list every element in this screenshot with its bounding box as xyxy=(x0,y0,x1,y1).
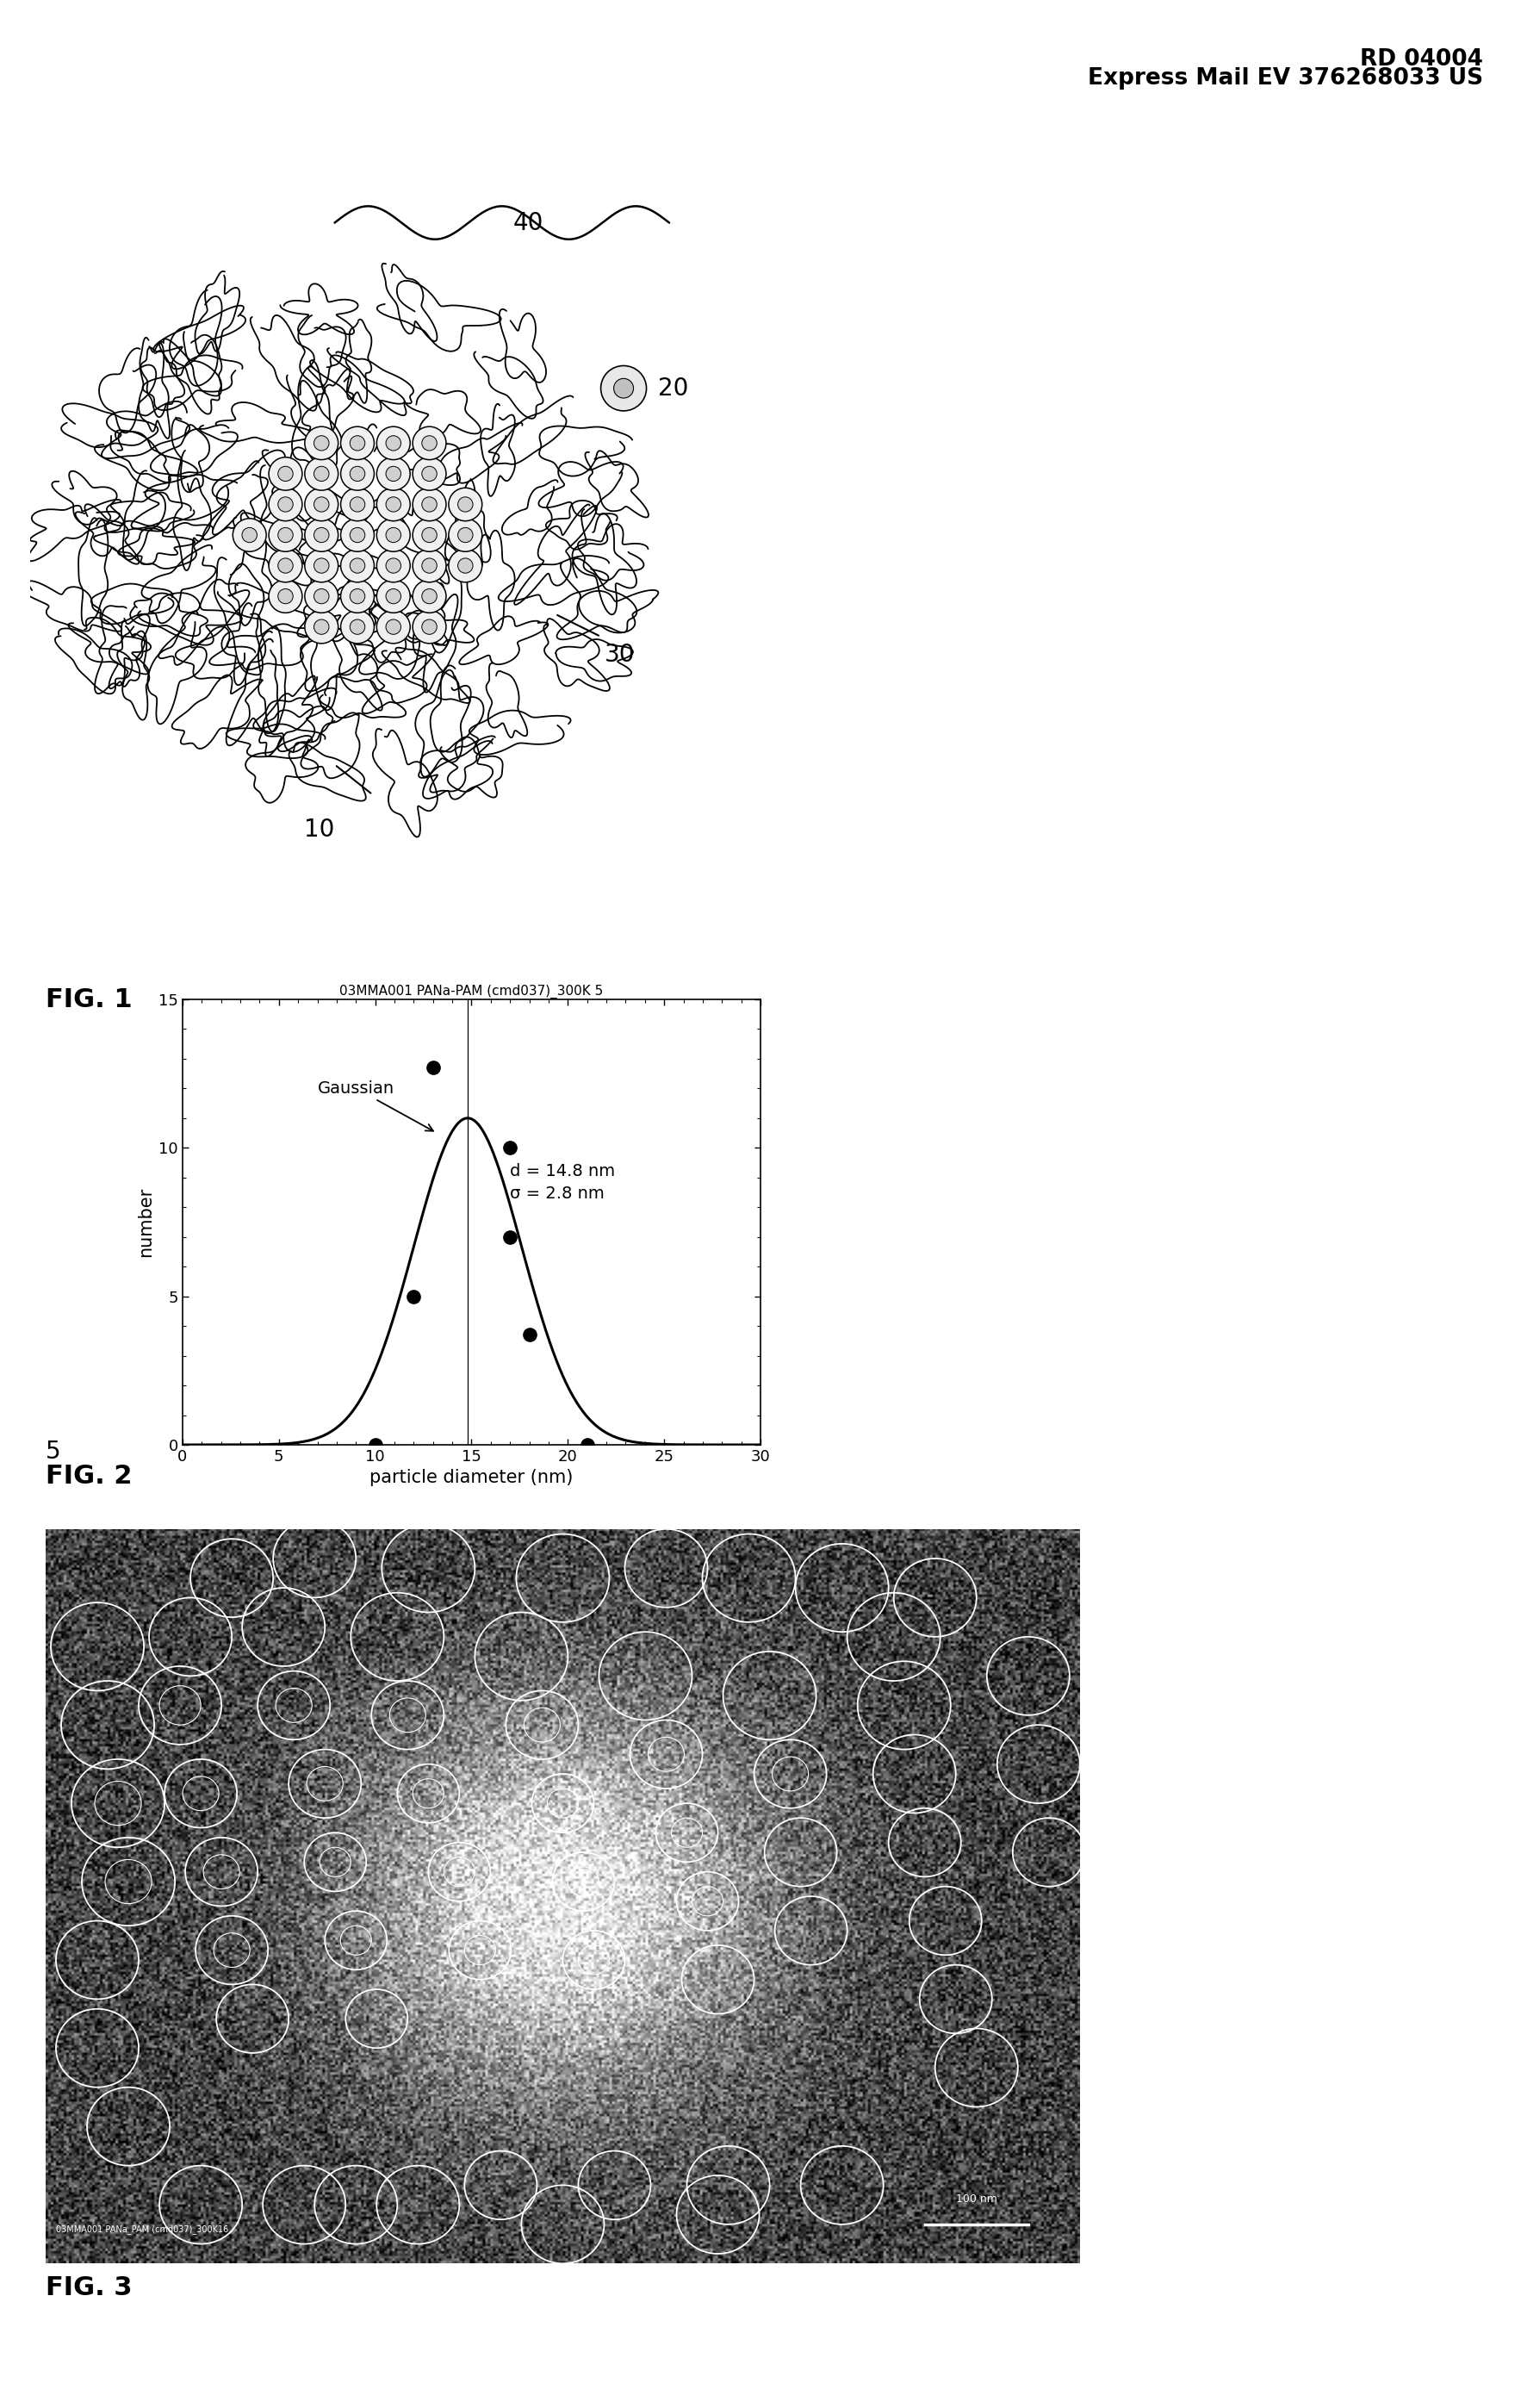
Circle shape xyxy=(350,619,365,633)
Circle shape xyxy=(350,496,365,513)
Circle shape xyxy=(278,590,294,604)
Circle shape xyxy=(412,609,446,643)
Text: d = 14.8 nm
σ = 2.8 nm: d = 14.8 nm σ = 2.8 nm xyxy=(510,1163,614,1202)
Circle shape xyxy=(386,590,402,604)
Circle shape xyxy=(341,609,374,643)
Circle shape xyxy=(377,489,411,520)
Circle shape xyxy=(412,489,446,520)
Circle shape xyxy=(304,609,338,643)
Circle shape xyxy=(386,496,402,513)
Circle shape xyxy=(350,527,365,542)
Text: 100 nm: 100 nm xyxy=(955,2194,998,2206)
Title: 03MMA001 PANa-PAM (cmd037)_300K 5: 03MMA001 PANa-PAM (cmd037)_300K 5 xyxy=(339,985,604,999)
Circle shape xyxy=(313,527,329,542)
Circle shape xyxy=(313,467,329,482)
Circle shape xyxy=(278,527,294,542)
Text: 40: 40 xyxy=(514,209,545,236)
Circle shape xyxy=(278,559,294,573)
Text: 03MMA001 PANa_PAM (cmd037)_300K16: 03MMA001 PANa_PAM (cmd037)_300K16 xyxy=(56,2225,228,2235)
Circle shape xyxy=(421,436,437,450)
Circle shape xyxy=(242,527,257,542)
Circle shape xyxy=(386,559,402,573)
Text: 30: 30 xyxy=(605,643,636,667)
Circle shape xyxy=(313,559,329,573)
Text: FIG. 3: FIG. 3 xyxy=(46,2276,132,2300)
Circle shape xyxy=(377,549,411,583)
Circle shape xyxy=(377,580,411,612)
X-axis label: particle diameter (nm): particle diameter (nm) xyxy=(370,1469,573,1486)
Circle shape xyxy=(421,590,437,604)
Circle shape xyxy=(421,527,437,542)
Text: 5: 5 xyxy=(46,1440,61,1464)
Circle shape xyxy=(341,580,374,612)
Circle shape xyxy=(377,458,411,491)
Circle shape xyxy=(449,549,482,583)
Text: FIG. 1: FIG. 1 xyxy=(46,987,132,1011)
Circle shape xyxy=(341,489,374,520)
Circle shape xyxy=(421,467,437,482)
Circle shape xyxy=(313,590,329,604)
Circle shape xyxy=(304,580,338,612)
Circle shape xyxy=(269,489,303,520)
Circle shape xyxy=(269,549,303,583)
Circle shape xyxy=(377,426,411,460)
Circle shape xyxy=(278,496,294,513)
Circle shape xyxy=(386,619,402,633)
Circle shape xyxy=(304,549,338,583)
Circle shape xyxy=(341,458,374,491)
Circle shape xyxy=(350,590,365,604)
Y-axis label: number: number xyxy=(137,1187,154,1257)
Circle shape xyxy=(233,518,266,551)
Circle shape xyxy=(350,559,365,573)
Text: RD 04004: RD 04004 xyxy=(1360,48,1483,70)
Circle shape xyxy=(412,426,446,460)
Circle shape xyxy=(304,518,338,551)
Circle shape xyxy=(386,467,402,482)
Circle shape xyxy=(377,609,411,643)
Circle shape xyxy=(304,458,338,491)
Circle shape xyxy=(421,496,437,513)
Text: 10: 10 xyxy=(304,816,335,840)
Circle shape xyxy=(601,366,646,412)
Circle shape xyxy=(278,467,294,482)
Text: Express Mail EV 376268033 US: Express Mail EV 376268033 US xyxy=(1088,67,1483,89)
Circle shape xyxy=(458,559,473,573)
Circle shape xyxy=(458,496,473,513)
Circle shape xyxy=(449,489,482,520)
Circle shape xyxy=(350,436,365,450)
Circle shape xyxy=(350,467,365,482)
Circle shape xyxy=(313,436,329,450)
Circle shape xyxy=(269,458,303,491)
Circle shape xyxy=(449,518,482,551)
Circle shape xyxy=(421,619,437,633)
Circle shape xyxy=(341,549,374,583)
Circle shape xyxy=(304,489,338,520)
Circle shape xyxy=(313,496,329,513)
Circle shape xyxy=(458,527,473,542)
Circle shape xyxy=(421,559,437,573)
Circle shape xyxy=(412,549,446,583)
Text: Gaussian: Gaussian xyxy=(318,1081,433,1132)
Circle shape xyxy=(269,518,303,551)
Circle shape xyxy=(412,518,446,551)
Circle shape xyxy=(341,426,374,460)
Text: FIG. 2: FIG. 2 xyxy=(46,1464,132,1488)
Circle shape xyxy=(269,580,303,612)
Circle shape xyxy=(412,458,446,491)
Circle shape xyxy=(341,518,374,551)
Circle shape xyxy=(304,426,338,460)
Circle shape xyxy=(313,619,329,633)
Text: 20: 20 xyxy=(659,376,689,400)
Circle shape xyxy=(386,527,402,542)
Circle shape xyxy=(614,378,634,397)
Circle shape xyxy=(377,518,411,551)
Circle shape xyxy=(386,436,402,450)
Circle shape xyxy=(412,580,446,612)
